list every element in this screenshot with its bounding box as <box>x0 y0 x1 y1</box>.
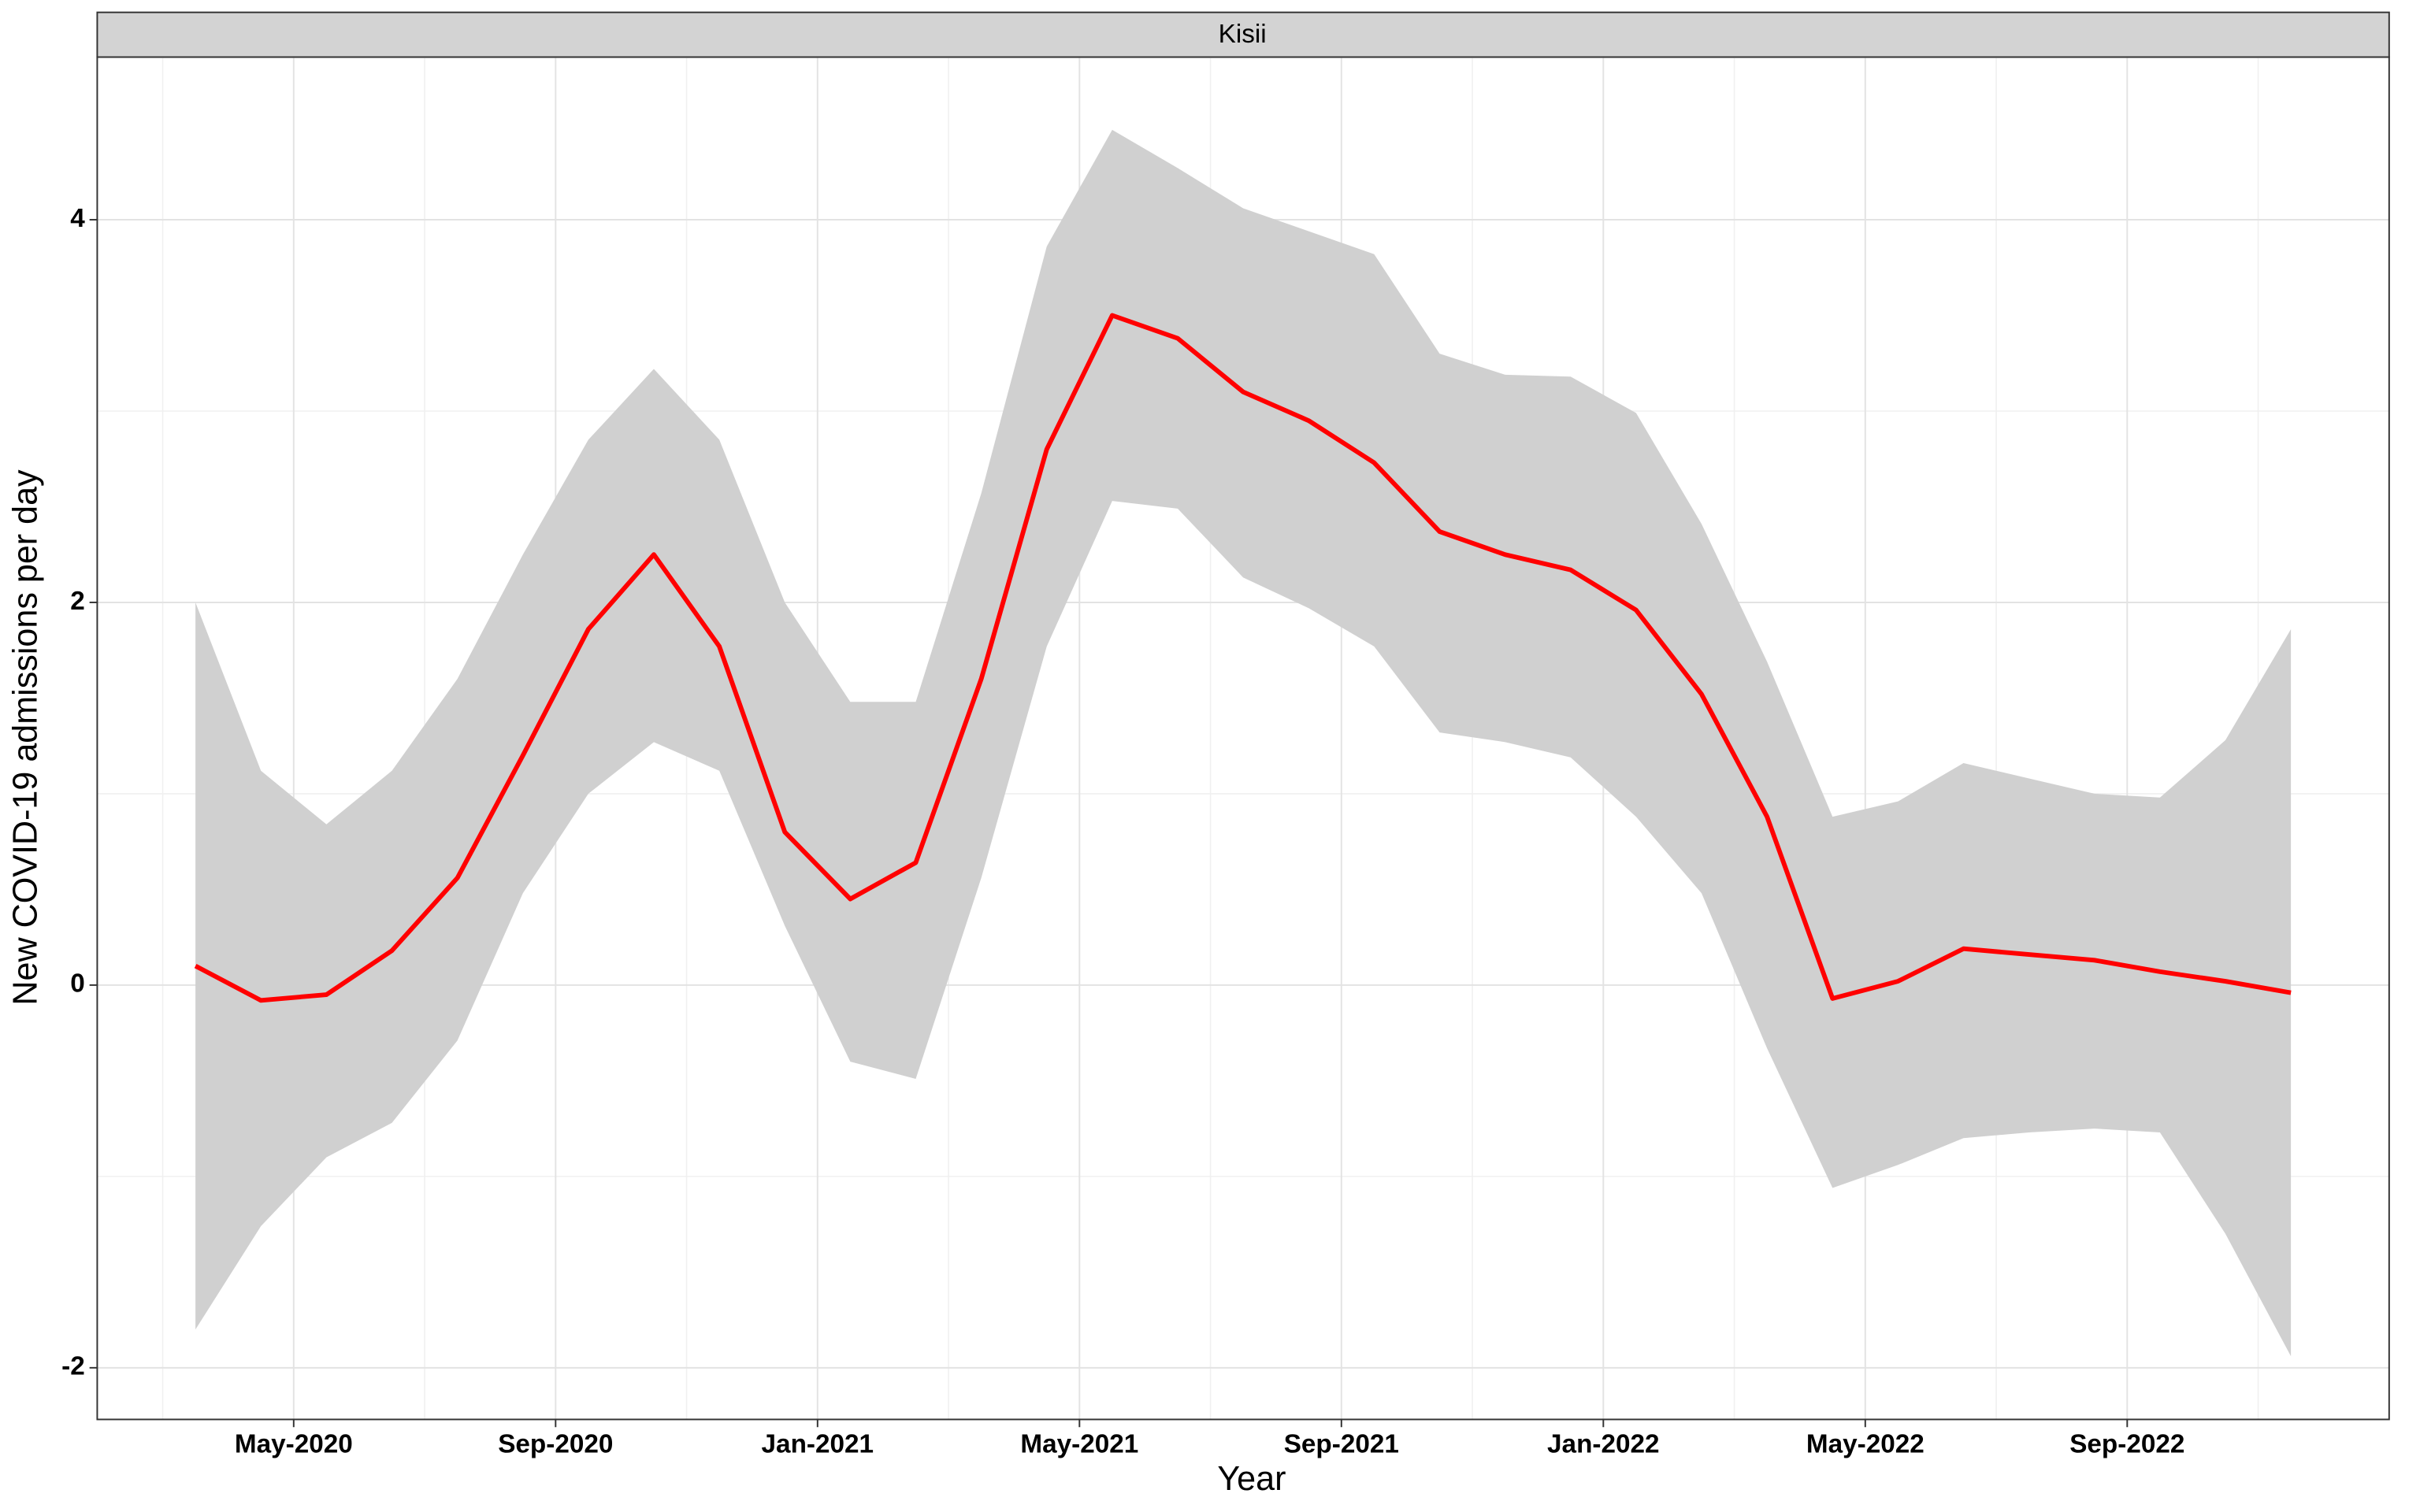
y-tick-label: 2 <box>70 587 85 616</box>
x-tick-label: Sep-2020 <box>498 1430 613 1459</box>
axes: -2 0 2 4 May-2020 Sep-2020 Jan-2021 May-2021 Sep… <box>61 204 2184 1459</box>
y-axis-title: New COVID-19 admissions per day <box>7 469 45 1006</box>
x-tick-label: Sep-2022 <box>2069 1430 2184 1459</box>
x-axis-title: Year <box>1217 1460 1286 1498</box>
x-tick-label: Jan-2022 <box>1547 1430 1660 1459</box>
marks <box>194 129 2292 1357</box>
x-tick-label: May-2021 <box>1020 1430 1138 1459</box>
x-tick-label: May-2020 <box>235 1430 353 1459</box>
facet-label: Kisii <box>1219 20 1267 49</box>
trend-line <box>194 313 2292 1003</box>
facet-strip <box>96 11 2390 58</box>
x-tick-label: Sep-2021 <box>1284 1430 1399 1459</box>
y-tick-label: -2 <box>61 1352 85 1381</box>
panel-border <box>96 56 2390 1421</box>
confidence-band <box>195 129 2292 1357</box>
x-tick-label: Jan-2021 <box>762 1430 874 1459</box>
x-tick-label: May-2022 <box>1806 1430 1924 1459</box>
y-tick-label: 0 <box>70 969 85 999</box>
y-tick-label: 4 <box>70 204 85 233</box>
